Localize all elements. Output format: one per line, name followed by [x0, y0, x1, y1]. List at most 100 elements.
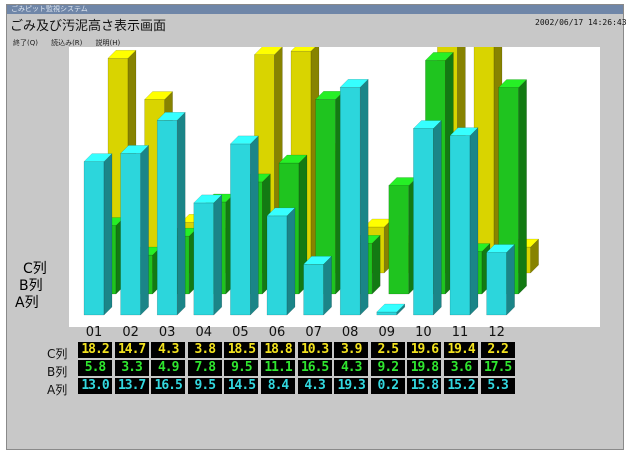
value-cell-c-11: 19.4	[444, 342, 478, 358]
bar-a-09	[376, 303, 406, 316]
bar-top	[143, 91, 174, 100]
bar-top	[253, 46, 284, 55]
bar-front	[388, 185, 410, 295]
value-cell-b-12: 17.5	[480, 360, 515, 376]
value-cell-b-01: 5.8	[78, 360, 112, 376]
column-label-06: 06	[268, 325, 286, 340]
bar-a-06	[266, 207, 296, 316]
bar-side	[176, 111, 186, 316]
bar-a-01	[83, 152, 113, 316]
bar-top	[278, 154, 308, 164]
chart-row-label-b: B列	[19, 278, 43, 294]
bar-b-09	[388, 176, 418, 295]
value-cell-b-07: 16.5	[297, 360, 332, 376]
value-cell-b-05: 9.5	[224, 360, 259, 376]
column-label-09: 09	[378, 325, 396, 340]
bar-front	[193, 202, 215, 316]
bar-top	[302, 256, 333, 265]
column-label-04: 04	[195, 325, 213, 340]
title-bar: ごみピット監視システム	[7, 5, 623, 14]
column-label-12: 12	[488, 325, 505, 340]
bar-top	[156, 112, 186, 121]
bar-side	[506, 243, 515, 316]
menu-item-help[interactable]: 説明(H)	[95, 39, 121, 47]
bar-side	[371, 234, 381, 295]
value-cell-a-12: 5.3	[480, 378, 515, 394]
menu-bar: 終了(Q) 読込み(R) 説明(H)	[13, 30, 128, 47]
value-cell-a-06: 8.4	[261, 378, 295, 394]
bar-top	[376, 303, 406, 313]
value-cell-c-07: 10.3	[297, 342, 332, 358]
bar-side	[213, 194, 223, 316]
bar-a-07	[302, 255, 333, 316]
value-cell-c-03: 4.3	[151, 342, 186, 358]
bar-front	[486, 252, 507, 316]
bar-front	[303, 264, 324, 316]
page-title: ごみ及び汚泥高さ表示画面	[10, 19, 167, 34]
table-row-label-b: B列	[47, 365, 68, 379]
bar-side	[103, 152, 113, 316]
bar-front	[83, 161, 105, 316]
bar-front	[376, 311, 398, 316]
bar-top	[412, 120, 443, 129]
table-row-label-a: A列	[47, 383, 68, 397]
bar-top	[229, 135, 260, 145]
value-cell-c-06: 18.8	[261, 342, 295, 358]
value-cell-b-04: 7.8	[187, 360, 222, 376]
column-label-11: 11	[451, 325, 469, 340]
value-cell-c-08: 3.9	[334, 342, 369, 358]
bar-side	[433, 119, 442, 316]
column-label-02: 02	[122, 325, 139, 340]
value-cell-a-03: 16.5	[151, 378, 186, 394]
bar-a-10	[412, 119, 443, 316]
column-label-07: 07	[305, 325, 322, 340]
column-label-05: 05	[232, 325, 249, 340]
bar-front	[413, 128, 434, 316]
value-cell-a-05: 14.5	[224, 378, 259, 394]
value-cell-a-11: 15.2	[444, 378, 478, 394]
bar-top	[193, 194, 223, 204]
bar-front	[266, 215, 288, 316]
bar-a-04	[193, 194, 223, 316]
value-cell-b-03: 4.9	[151, 360, 186, 376]
bar-front	[120, 153, 141, 316]
bar-front	[449, 135, 471, 316]
value-cell-b-09: 9.2	[370, 360, 405, 376]
bar-a-11	[449, 127, 479, 316]
value-cell-b-02: 3.3	[114, 360, 149, 376]
bar-a-02	[119, 144, 150, 316]
bar-top	[449, 127, 479, 136]
value-cell-c-10: 19.6	[407, 342, 442, 358]
value-cell-b-08: 4.3	[334, 360, 369, 376]
bar-top	[83, 153, 113, 162]
bar-side	[530, 238, 539, 274]
value-cell-b-11: 3.6	[444, 360, 478, 376]
bar-front	[339, 87, 361, 316]
menu-item-quit[interactable]: 終了(Q)	[13, 39, 38, 47]
bar-side	[323, 255, 332, 316]
bar-a-05	[229, 135, 260, 316]
bar-side	[250, 135, 259, 316]
value-cell-c-01: 18.2	[78, 342, 112, 358]
value-cell-c-12: 2.2	[480, 342, 515, 358]
value-cell-b-10: 19.8	[407, 360, 442, 376]
value-cell-a-08: 19.3	[334, 378, 369, 394]
bar-front	[230, 143, 251, 316]
chart-row-label-a: A列	[15, 295, 39, 311]
bar-top	[266, 207, 296, 217]
bar-top	[497, 79, 528, 88]
bar-top	[119, 145, 150, 154]
datetime-display: 2002/06/17 14:26:43	[535, 18, 627, 27]
value-cell-c-05: 18.5	[224, 342, 259, 358]
value-cell-a-09: 0.2	[370, 378, 405, 394]
value-cell-a-10: 15.8	[407, 378, 442, 394]
menu-item-load[interactable]: 読込み(R)	[51, 39, 83, 47]
column-label-08: 08	[341, 325, 359, 340]
value-cell-c-02: 14.7	[114, 342, 149, 358]
bar-chart-3d	[83, 33, 540, 316]
bar-a-08	[339, 78, 369, 316]
value-cell-c-04: 3.8	[187, 342, 222, 358]
bar-side	[359, 78, 369, 316]
bar-top	[339, 79, 369, 88]
value-cell-b-06: 11.1	[261, 360, 295, 376]
